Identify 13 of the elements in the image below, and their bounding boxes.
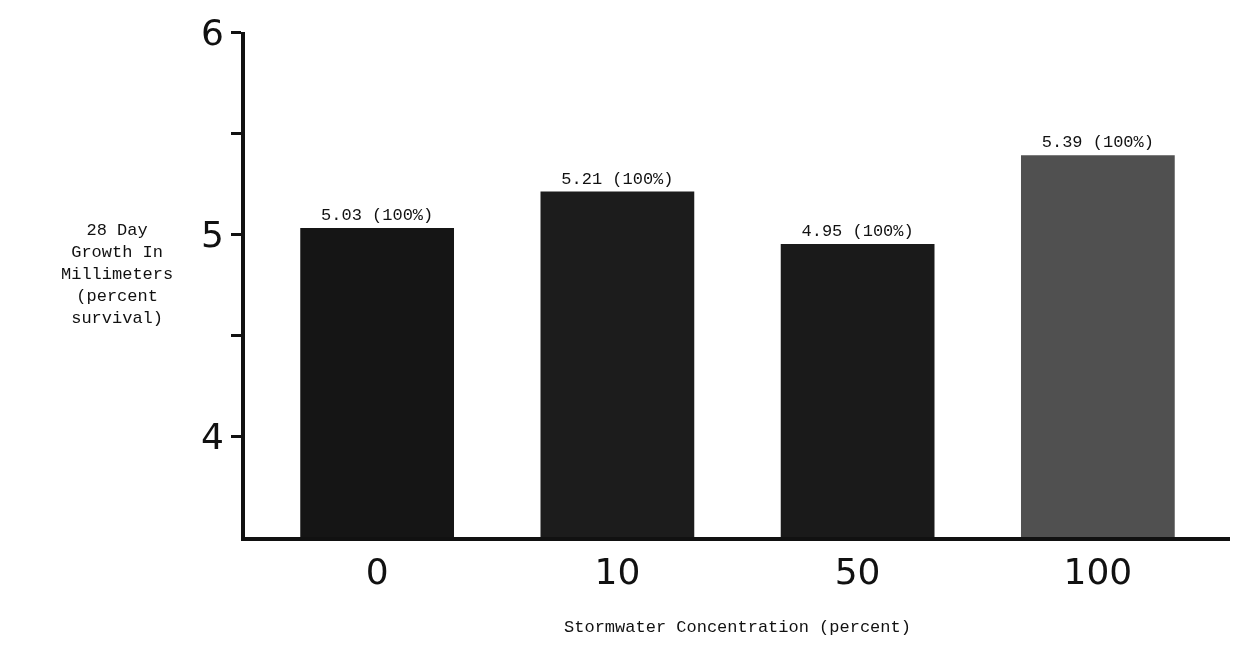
data-label: 5.21 (100%) <box>561 169 674 189</box>
data-label: 5.39 (100%) <box>1041 133 1154 153</box>
x-tick-label: 50 <box>834 551 881 593</box>
y-tick-label: 6 <box>200 11 224 53</box>
x-tick-label: 0 <box>365 551 389 593</box>
data-label: 4.95 (100%) <box>801 222 914 242</box>
y-tick-label: 4 <box>200 415 224 457</box>
y-tick-label: 5 <box>200 213 224 255</box>
x-tick-label: 10 <box>594 551 641 593</box>
y-axis-title: 28 Day Growth In Millimeters (percent survival) <box>61 221 174 329</box>
x-tick-label: 100 <box>1063 551 1133 593</box>
x-axis-title: Stormwater Concentration (percent) <box>564 618 911 638</box>
data-label: 5.03 (100%) <box>321 205 434 225</box>
